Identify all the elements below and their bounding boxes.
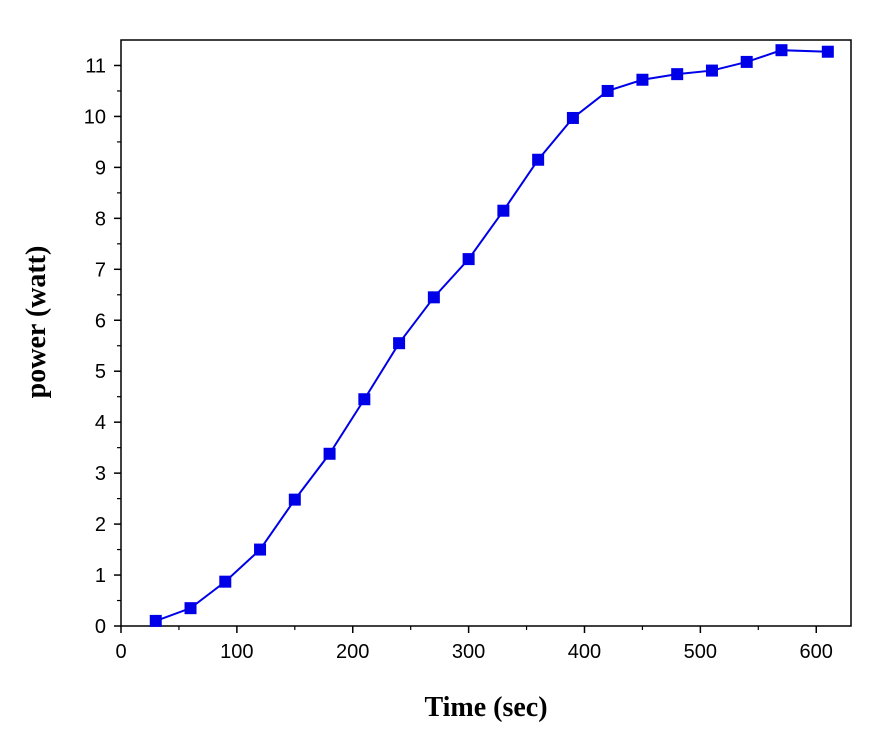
- data-point-marker: [671, 68, 684, 81]
- data-point-marker: [775, 44, 788, 57]
- x-tick-label: 0: [115, 641, 126, 663]
- y-tick-label: 2: [95, 514, 106, 536]
- data-point-marker: [636, 73, 649, 86]
- y-axis: 0 1 2 3 4 5 6 7 8 9 10 11: [84, 55, 121, 638]
- x-tick-label: 200: [336, 641, 369, 663]
- x-axis-title: Time (sec): [424, 692, 547, 723]
- data-point-marker: [219, 575, 232, 588]
- y-tick-label: 11: [85, 55, 106, 77]
- y-tick-label: 9: [95, 157, 106, 179]
- plot-border: [120, 39, 852, 627]
- series-layer: [149, 44, 834, 627]
- y-axis-title: power (watt): [21, 246, 52, 399]
- plot-frame: [120, 39, 852, 627]
- data-point-marker: [149, 614, 162, 627]
- y-tick-label: 3: [95, 463, 106, 485]
- y-tick-label: 6: [95, 310, 106, 332]
- data-point-marker: [184, 602, 197, 615]
- data-point-marker: [821, 45, 834, 58]
- x-tick-label: 100: [220, 641, 253, 663]
- x-tick-label: 400: [568, 641, 601, 663]
- x-tick-label: 300: [452, 641, 485, 663]
- data-point-marker: [288, 493, 301, 506]
- data-point-marker: [254, 543, 267, 556]
- data-point-marker: [497, 204, 510, 217]
- data-point-marker: [705, 64, 718, 77]
- data-point-marker: [566, 111, 579, 124]
- data-point-marker: [323, 447, 336, 460]
- x-tick-label: 500: [684, 641, 717, 663]
- y-tick-label: 7: [95, 259, 106, 281]
- y-tick-label: 5: [95, 361, 106, 383]
- y-tick-label: 0: [95, 616, 106, 638]
- data-point-marker: [462, 253, 475, 266]
- series-line: [155, 49, 828, 622]
- y-tick-label: 10: [84, 106, 106, 128]
- y-tick-label: 4: [95, 412, 106, 434]
- data-point-marker: [532, 153, 545, 166]
- data-point-marker: [601, 84, 614, 97]
- x-axis: 0 100 200 300 400 500 600: [115, 626, 833, 663]
- data-point-marker: [358, 393, 371, 406]
- data-point-marker: [740, 55, 753, 68]
- data-point-marker: [427, 291, 440, 304]
- data-point-marker: [393, 337, 406, 350]
- x-tick-label: 600: [800, 641, 833, 663]
- y-tick-label: 8: [95, 208, 106, 230]
- y-tick-label: 1: [95, 565, 106, 587]
